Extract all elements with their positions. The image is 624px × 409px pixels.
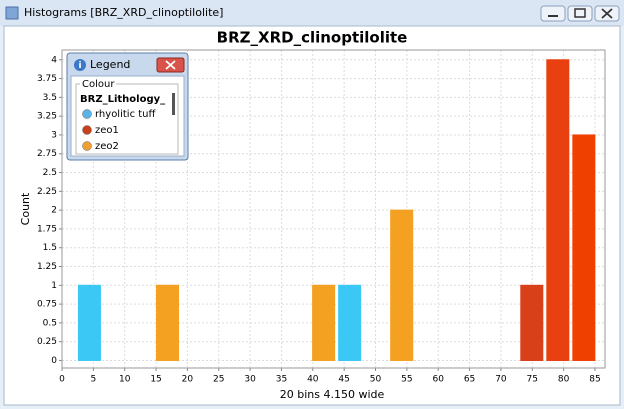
x-tick-label: 45 — [338, 375, 349, 385]
histogram-bar — [77, 284, 101, 361]
group-label-bg — [80, 78, 116, 90]
legend-item: rhyolitic tuff — [95, 109, 157, 120]
y-tick-label: 1.5 — [43, 243, 57, 253]
close-icon — [601, 8, 613, 19]
x-tick-label: 0 — [59, 375, 65, 385]
y-tick-label: 3.25 — [37, 112, 57, 122]
y-tick-label: 4 — [51, 55, 57, 65]
window-title: Histograms [BRZ_XRD_clinoptilolite] — [24, 6, 223, 19]
legend-swatch — [82, 125, 92, 135]
histogram-bar — [338, 284, 362, 361]
y-tick-label: 2.25 — [37, 187, 57, 197]
x-tick-label: 10 — [119, 375, 131, 385]
histogram-bar — [546, 59, 570, 361]
window-icon — [5, 6, 19, 20]
x-tick-label: 65 — [464, 375, 475, 385]
legend-icon — [74, 59, 86, 71]
histogram-bar — [312, 284, 336, 361]
x-tick-label: 20 — [182, 375, 194, 385]
legend-field: BRZ_Lithology_ — [80, 94, 165, 105]
histogram-bar — [520, 284, 544, 361]
histogram-bar — [572, 134, 596, 361]
minimize-button[interactable] — [540, 5, 566, 22]
y-tick-label: 1.25 — [37, 262, 57, 272]
x-tick-label: 5 — [90, 375, 96, 385]
y-tick-label: 1.75 — [37, 224, 57, 234]
histogram-bar — [155, 284, 180, 361]
x-tick-label: 30 — [244, 375, 256, 385]
y-tick-label: 2.5 — [43, 168, 57, 178]
legend-swatch — [82, 141, 92, 151]
maximize-button[interactable] — [567, 5, 593, 22]
y-tick-label: 0.75 — [37, 300, 57, 310]
plot-area: 0 0.25 0.5 0.75 1 1.25 1.5 1.75 2 2.25 2.5 2.75 3 3.2… — [37, 49, 606, 385]
info-glyph: i — [78, 61, 81, 71]
x-tick-label: 85 — [589, 375, 600, 385]
y-tick-label: 1 — [51, 281, 57, 291]
x-tick-label: 55 — [401, 375, 412, 385]
legend-window[interactable]: i Legend Colour BRZ_Lithology_ rhyolitic… — [66, 52, 189, 161]
legend-item: zeo1 — [95, 125, 119, 136]
x-tick-label: 25 — [213, 375, 224, 385]
y-tick-label: 3.5 — [43, 93, 57, 103]
x-axis-label: 20 bins 4.150 wide — [280, 388, 385, 401]
y-tick-label: 0.5 — [43, 318, 57, 328]
y-tick-label: 3 — [51, 130, 57, 140]
chart-title: BRZ_XRD_clinoptilolite — [217, 29, 408, 47]
plot-border — [61, 49, 606, 369]
x-tick-label: 40 — [307, 375, 319, 385]
y-axis-label: Count — [19, 192, 32, 225]
legend-scrollbar[interactable] — [172, 93, 175, 115]
legend-close-icon — [165, 60, 176, 70]
legend-group-label: Colour — [82, 79, 115, 90]
x-tick-label: 50 — [370, 375, 382, 385]
y-tick-label: 3.75 — [37, 74, 57, 84]
y-tick-label: 0 — [51, 356, 57, 366]
legend-group-box — [75, 83, 179, 155]
x-tick-label: 15 — [150, 375, 161, 385]
maximize-icon — [574, 8, 586, 18]
x-tick-label: 70 — [495, 375, 507, 385]
legend-swatch — [82, 109, 92, 119]
x-tick-label: 60 — [432, 375, 444, 385]
title-bar — [0, 0, 624, 26]
y-tick-label: 2 — [51, 206, 57, 216]
legend-item: zeo2 — [95, 141, 119, 152]
x-tick-label: 75 — [527, 375, 538, 385]
x-tick-label: 80 — [558, 375, 570, 385]
histogram-bar — [390, 209, 414, 361]
y-tick-label: 2.75 — [37, 149, 57, 159]
y-tick-label: 0.25 — [37, 337, 57, 347]
legend-title: Legend — [90, 58, 130, 71]
x-tick-label: 35 — [276, 375, 287, 385]
